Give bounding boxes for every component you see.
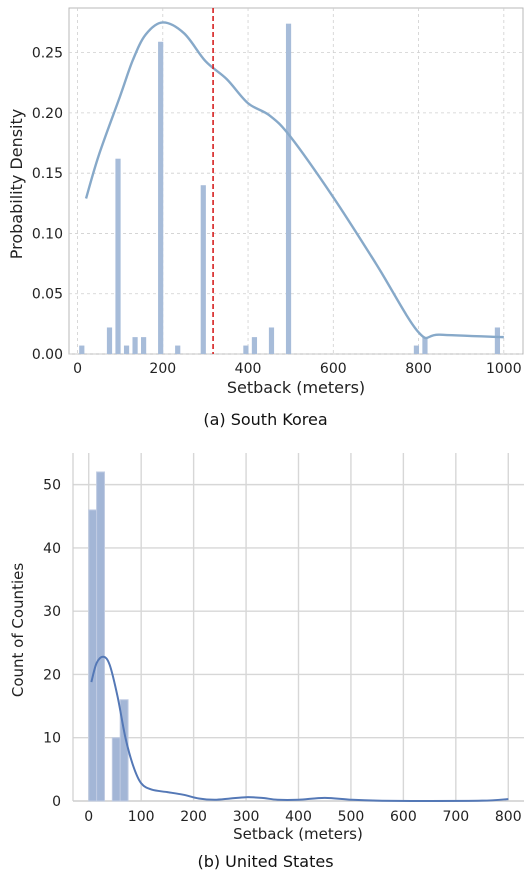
plot-frame bbox=[68, 7, 524, 355]
histogram-bar bbox=[96, 471, 105, 802]
y-tick-labels: 0.00 0.05 0.10 0.15 0.20 0.25 bbox=[32, 46, 63, 363]
x-tick-label: 1000 bbox=[486, 361, 522, 377]
histogram-bar bbox=[88, 509, 98, 802]
histogram-bar bbox=[268, 327, 275, 354]
x-tick-label: 0 bbox=[84, 809, 93, 825]
south-korea-chart: 0 200 400 600 800 1000 0.000.050.100.150.200.… bbox=[7, 7, 524, 397]
kde-curve bbox=[90, 655, 509, 802]
y-tick-label: 30 bbox=[43, 604, 61, 620]
y-axis-label: Probability Density bbox=[7, 109, 26, 260]
y-tick-label: 20 bbox=[43, 667, 61, 683]
y-tick-label: 0.20 bbox=[32, 106, 63, 122]
x-tick-labels: 0 200 400 600 800 1000 bbox=[73, 361, 522, 377]
histogram-bar bbox=[106, 327, 113, 354]
histogram-bar bbox=[413, 345, 420, 354]
grid bbox=[72, 453, 524, 802]
histogram-bar bbox=[123, 345, 130, 354]
histogram-bar bbox=[251, 337, 258, 354]
y-tick-label: 0.15 bbox=[32, 166, 63, 182]
x-tick-label: 300 bbox=[233, 809, 260, 825]
histogram-bar bbox=[200, 185, 206, 354]
x-tick-label: 800 bbox=[405, 361, 432, 377]
x-tick-labels: 0 100 200 300 400 500 600 700 800 bbox=[84, 809, 521, 825]
x-axis-label: Setback (meters) bbox=[227, 378, 365, 397]
x-tick-label: 600 bbox=[320, 361, 347, 377]
y-tick-label: 0.00 bbox=[32, 347, 63, 363]
x-tick-label: 400 bbox=[235, 361, 262, 377]
x-axis-label: Setback (meters) bbox=[233, 825, 363, 843]
y-tick-label: 0 bbox=[52, 794, 61, 810]
y-tick-label: 50 bbox=[43, 478, 61, 494]
x-tick-label: 700 bbox=[442, 809, 469, 825]
united-states-chart: 0 100 200 300 400 500 600 700 800 0 10 20 30 40 50 Se… bbox=[9, 453, 524, 843]
x-tick-label: 600 bbox=[390, 809, 417, 825]
histogram-bars bbox=[79, 23, 501, 354]
caption-united-states: (b) United States bbox=[197, 852, 334, 871]
caption-south-korea: (a) South Korea bbox=[203, 410, 328, 429]
histogram-bar bbox=[79, 345, 85, 354]
histogram-bar bbox=[158, 41, 164, 354]
histogram-bar bbox=[132, 337, 138, 354]
x-tick-label: 200 bbox=[180, 809, 207, 825]
x-tick-label: 400 bbox=[285, 809, 312, 825]
y-axis-label: Count of Counties bbox=[9, 563, 27, 697]
grid bbox=[68, 7, 524, 355]
x-tick-label: 200 bbox=[149, 361, 176, 377]
x-tick-label: 800 bbox=[495, 809, 522, 825]
histogram-bar bbox=[285, 23, 292, 354]
histogram-bar bbox=[494, 327, 501, 354]
y-tick-label: 0.10 bbox=[32, 226, 63, 242]
y-tick-label: 40 bbox=[43, 541, 61, 557]
histogram-bars bbox=[88, 471, 129, 802]
histogram-bar bbox=[111, 737, 121, 802]
histogram-bar bbox=[422, 337, 428, 354]
x-tick-label: 0 bbox=[73, 361, 82, 377]
histogram-bar bbox=[175, 345, 181, 354]
histogram-bar bbox=[141, 337, 147, 354]
histogram-bar bbox=[115, 158, 121, 354]
x-tick-label: 500 bbox=[338, 809, 365, 825]
density-curve bbox=[84, 21, 504, 340]
x-tick-label: 100 bbox=[128, 809, 155, 825]
y-tick-label: 0.25 bbox=[32, 46, 63, 62]
y-tick-labels: 0 10 20 30 40 50 bbox=[43, 478, 61, 810]
y-tick-label: 0.05 bbox=[32, 287, 63, 303]
y-tick-label: 10 bbox=[43, 731, 61, 747]
histogram-bar bbox=[243, 345, 249, 354]
